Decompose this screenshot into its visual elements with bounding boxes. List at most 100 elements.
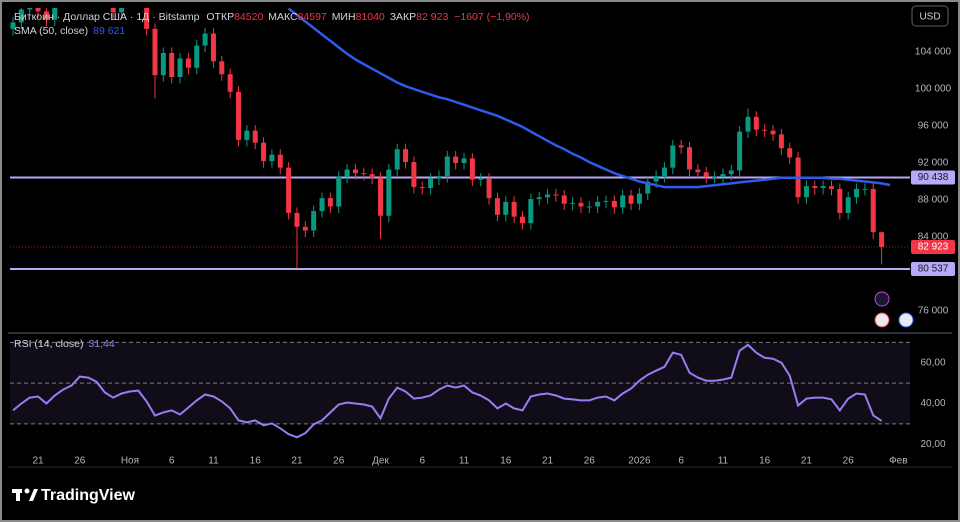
candle-body bbox=[269, 154, 275, 162]
candle-body bbox=[252, 130, 258, 143]
candle-body bbox=[369, 174, 375, 178]
rsi-name: RSI (14, close) bbox=[14, 338, 83, 350]
change: −1607 (−1,90%) bbox=[454, 11, 529, 23]
candle-body bbox=[419, 187, 425, 189]
candle-body bbox=[227, 74, 233, 92]
ohlc-name: МАКС bbox=[268, 11, 298, 23]
y-tick-label: 88 000 bbox=[918, 195, 949, 206]
x-tick-label: 2026 bbox=[628, 456, 651, 467]
ohlc-name: ОТКР bbox=[206, 11, 234, 23]
candle-body bbox=[394, 149, 400, 170]
candle-body bbox=[762, 129, 768, 131]
candle-body bbox=[879, 232, 885, 247]
candle-body bbox=[828, 186, 834, 189]
last-price-label: 82 923 bbox=[918, 242, 949, 253]
x-tick-label: 6 bbox=[419, 456, 425, 467]
symbol: Биткоин · Доллар США · 1Д · Bitstamp bbox=[14, 11, 200, 23]
candle-body bbox=[636, 193, 642, 204]
candle-body bbox=[545, 194, 551, 198]
event-icon[interactable] bbox=[898, 312, 914, 328]
sma-line bbox=[287, 8, 891, 189]
level-label: 90 438 bbox=[918, 172, 949, 183]
legend-sma: SMA (50, close) 89 621 bbox=[14, 25, 125, 37]
candle-body bbox=[261, 142, 267, 162]
x-tick-label: 21 bbox=[291, 456, 303, 467]
candle-body bbox=[561, 195, 567, 204]
candle-body bbox=[27, 8, 33, 10]
candle-body bbox=[344, 169, 350, 177]
candle-body bbox=[119, 8, 125, 13]
candle-body bbox=[294, 212, 300, 227]
candle-body bbox=[319, 198, 325, 212]
candle-body bbox=[52, 8, 58, 20]
x-tick-label: 16 bbox=[759, 456, 771, 467]
sma-name: SMA (50, close) bbox=[14, 25, 88, 37]
x-tick-label: 26 bbox=[333, 456, 345, 467]
candle-body bbox=[194, 45, 200, 68]
event-icon[interactable] bbox=[874, 312, 890, 328]
candle-body bbox=[803, 186, 809, 198]
last-price-box bbox=[911, 239, 955, 254]
logo-mark bbox=[24, 488, 30, 494]
candle-body bbox=[553, 194, 559, 196]
candle-body bbox=[160, 52, 166, 76]
level-label-box bbox=[911, 170, 955, 185]
x-tick-label: 16 bbox=[250, 456, 262, 467]
candle-body bbox=[528, 199, 534, 224]
axes: 76 000 84 000 88 000 92 000 96 000 100 000 104… bbox=[32, 47, 955, 467]
brand: TradingView bbox=[41, 487, 136, 504]
candle-body bbox=[770, 130, 776, 135]
candle-body bbox=[503, 201, 509, 215]
candle-body bbox=[603, 200, 609, 202]
event-icon[interactable] bbox=[874, 291, 890, 307]
legend-main: Биткоин · Доллар США · 1Д · Bitstamp ОТК… bbox=[14, 11, 530, 23]
candle-body bbox=[461, 158, 467, 164]
x-tick-label: 6 bbox=[678, 456, 684, 467]
candle-body bbox=[812, 186, 818, 188]
candle-body bbox=[570, 202, 576, 204]
candle-body bbox=[703, 172, 709, 177]
candle-body bbox=[469, 158, 475, 180]
candle-body bbox=[219, 61, 225, 75]
candle-body bbox=[687, 147, 693, 170]
level-label-box bbox=[911, 262, 955, 277]
ohlc-value: 84520 bbox=[234, 11, 263, 23]
candle-body bbox=[377, 177, 383, 216]
candle-body bbox=[695, 169, 701, 173]
price-pane bbox=[10, 8, 910, 271]
candle-body bbox=[787, 148, 793, 158]
candle-body bbox=[737, 131, 743, 171]
candle-body bbox=[352, 169, 358, 174]
candle-body bbox=[519, 216, 525, 224]
candle-body bbox=[820, 186, 826, 188]
currency: USD bbox=[919, 12, 940, 23]
candle-body bbox=[678, 145, 684, 148]
x-tick-label: 26 bbox=[843, 456, 855, 467]
candle-body bbox=[753, 116, 759, 130]
x-tick-label: 11 bbox=[208, 456, 219, 467]
ohlc-value: 82 923 bbox=[416, 11, 448, 23]
y-tick-label: 96 000 bbox=[918, 121, 949, 132]
candle-body bbox=[670, 145, 676, 168]
candle-body bbox=[444, 156, 450, 176]
rsi-tick-label: 20,00 bbox=[920, 439, 945, 450]
candle-body bbox=[169, 52, 175, 77]
candle-body bbox=[361, 173, 367, 175]
currency-button[interactable] bbox=[911, 5, 949, 27]
candle-body bbox=[586, 206, 592, 208]
x-tick-label: 21 bbox=[32, 456, 44, 467]
candle-body bbox=[152, 28, 158, 76]
candle-body bbox=[453, 156, 459, 164]
candle-body bbox=[778, 134, 784, 149]
candle-body bbox=[286, 167, 292, 213]
candle-body bbox=[595, 201, 601, 207]
candle-body bbox=[327, 198, 333, 207]
ohlc-name: ЗАКР bbox=[390, 11, 416, 23]
candle-body bbox=[745, 116, 751, 132]
logo-mark bbox=[29, 489, 38, 501]
x-tick-label: 11 bbox=[718, 456, 729, 467]
logo: TradingView bbox=[12, 487, 136, 504]
x-tick-label: 26 bbox=[74, 456, 86, 467]
candle-body bbox=[185, 58, 191, 68]
